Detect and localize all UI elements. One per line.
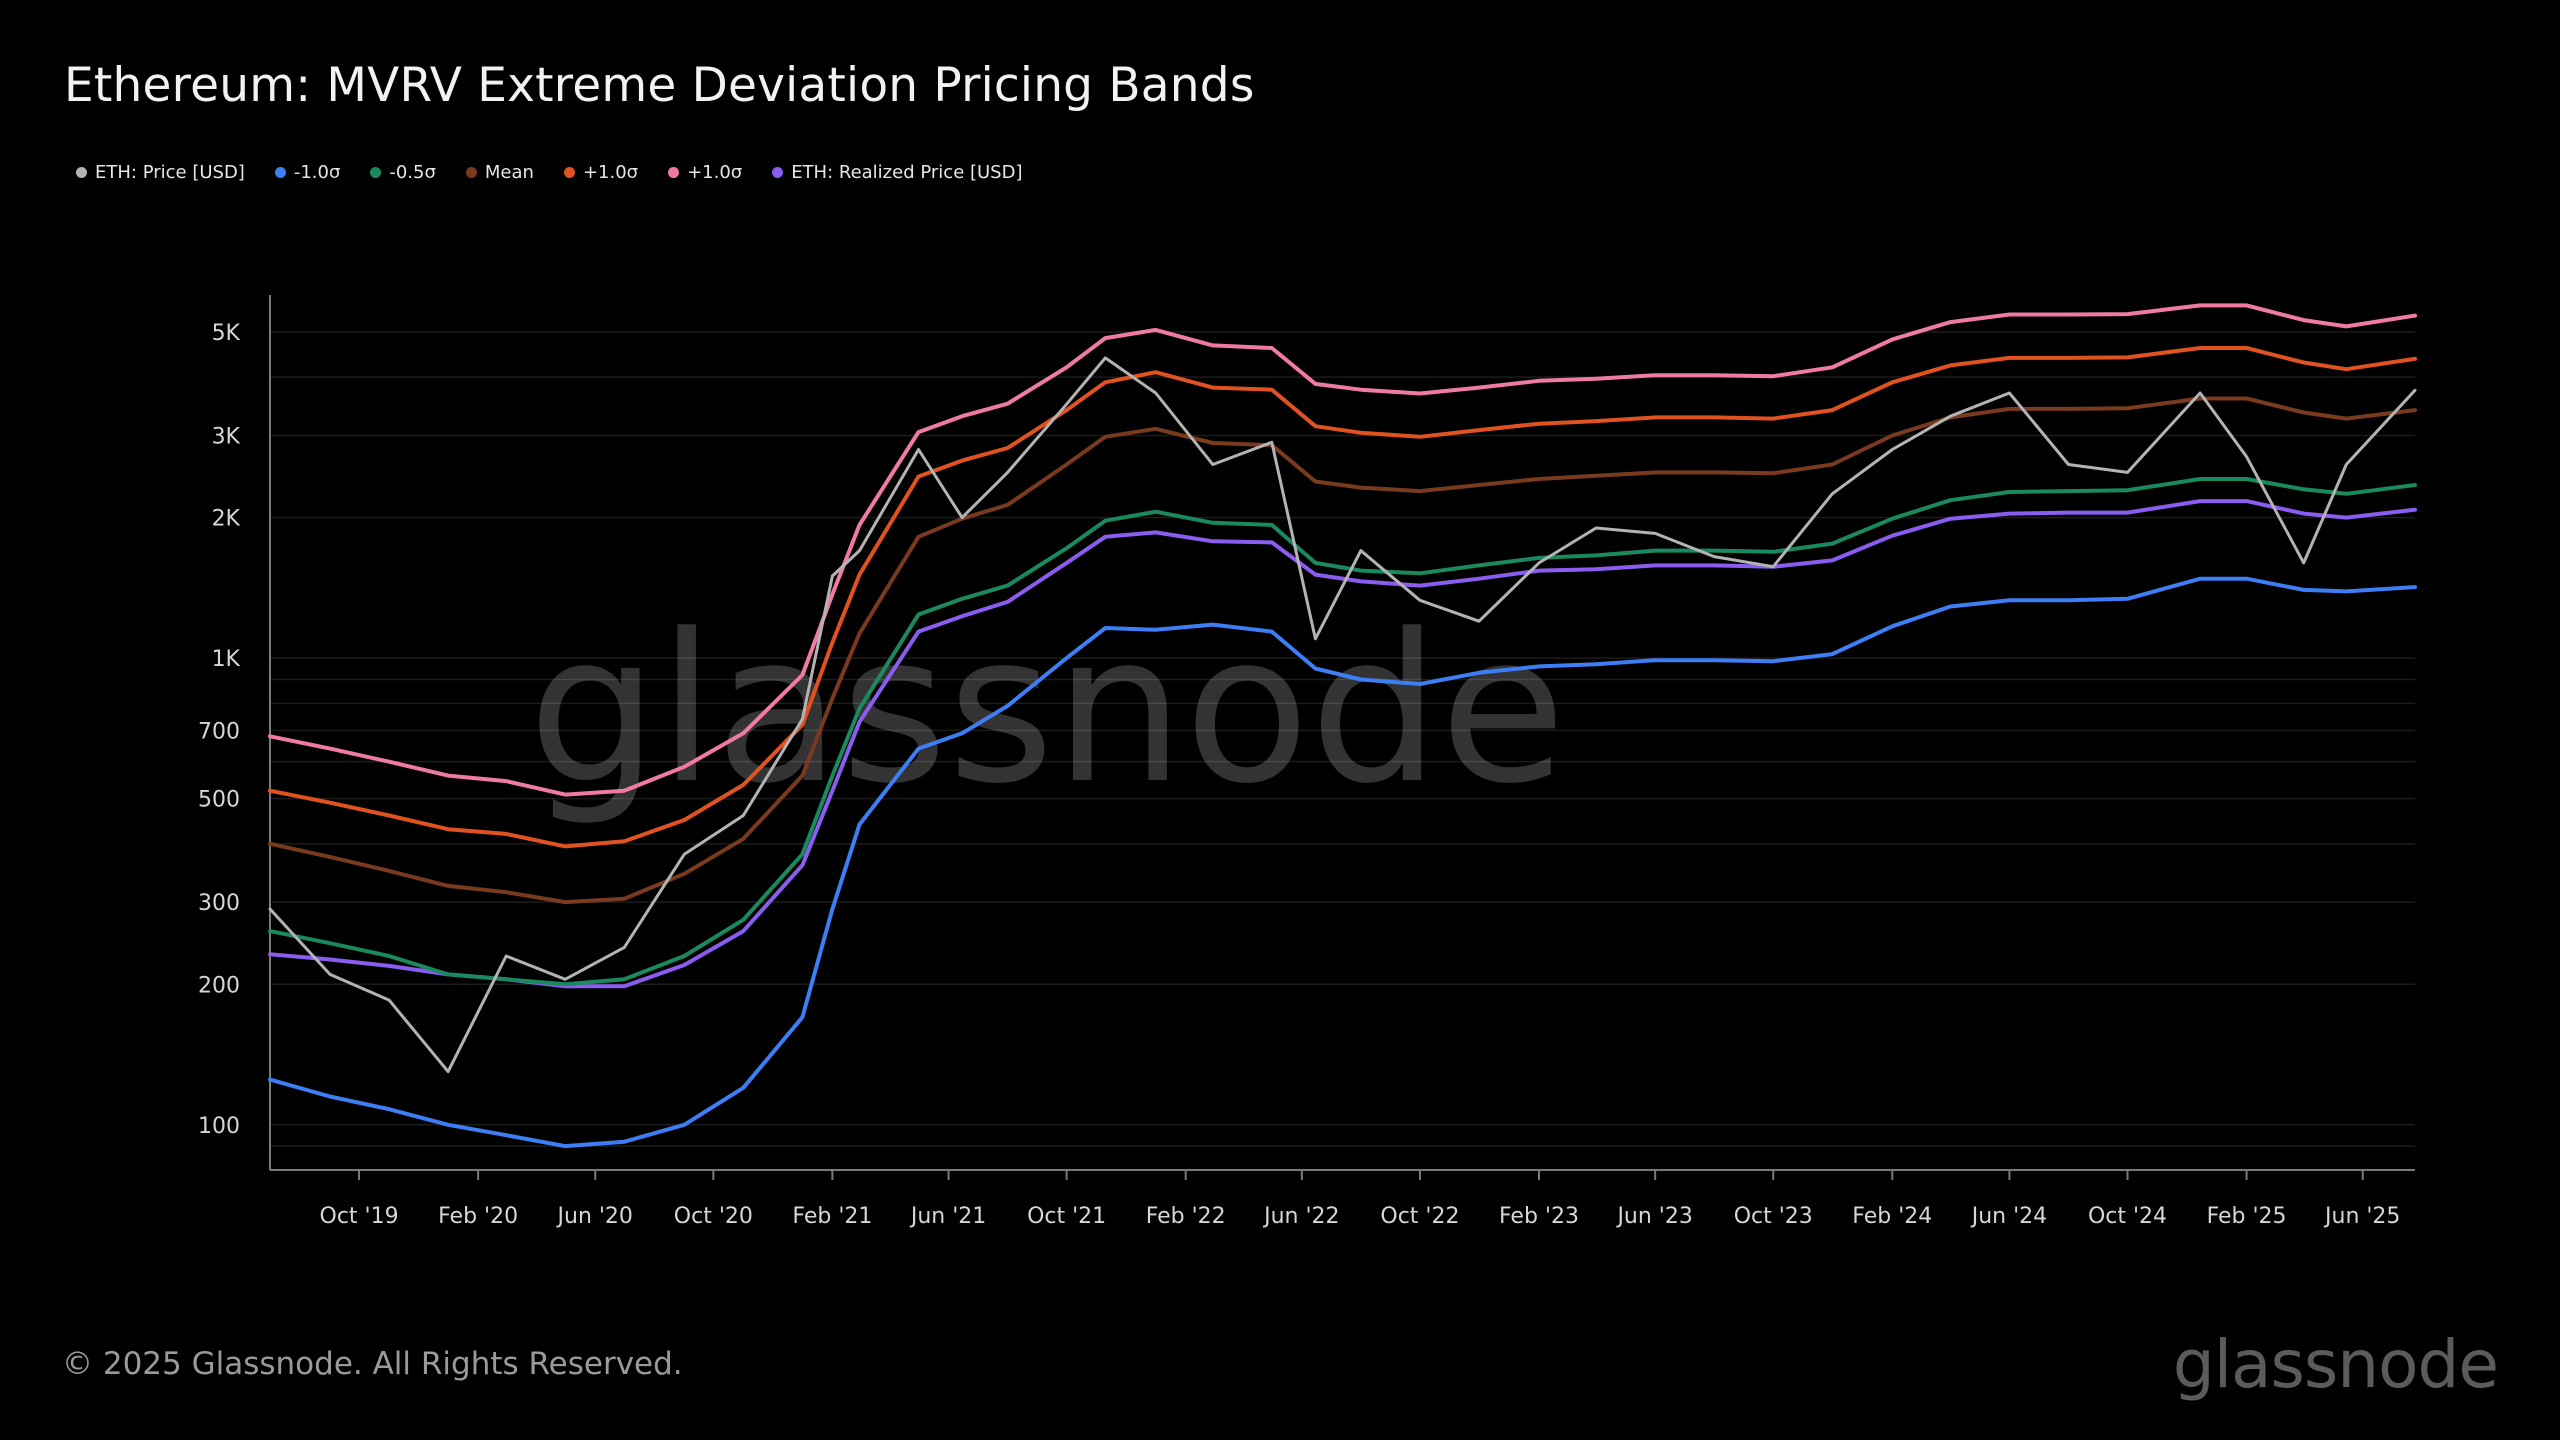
legend-dot-icon bbox=[465, 167, 477, 178]
x-tick-label: Feb '22 bbox=[1146, 1204, 1226, 1229]
legend-item[interactable]: -1.0σ bbox=[274, 162, 341, 183]
x-tick-label: Jun '20 bbox=[556, 1204, 633, 1229]
x-tick-label: Oct '22 bbox=[1380, 1204, 1459, 1229]
legend-item[interactable]: +1.0σ bbox=[563, 162, 639, 183]
y-axis-ticks: 100 200 300 500 700 1K 2K 3K 5K bbox=[198, 321, 241, 1139]
x-tick-label: Jun '21 bbox=[909, 1204, 986, 1229]
series-line-4 bbox=[268, 346, 2417, 849]
x-tick-label: Jun '23 bbox=[1615, 1204, 1692, 1229]
x-axis-ticks: Oct '19 Feb '20 Jun '20 Oct '20 Feb '21 Jun '… bbox=[320, 1170, 2400, 1229]
y-tick-label: 500 bbox=[198, 788, 240, 813]
chart-legend: ETH: Price [USD] -1.0σ -0.5σ Mean +1.0σ +1.0σ… bbox=[76, 162, 1053, 183]
x-tick-label: Feb '25 bbox=[2207, 1204, 2287, 1229]
series-line-0 bbox=[268, 356, 2417, 1074]
x-tick-label: Jun '22 bbox=[1262, 1204, 1339, 1229]
legend-item[interactable]: Mean bbox=[465, 162, 534, 183]
legend-label: -0.5σ bbox=[389, 162, 436, 183]
y-tick-label: 5K bbox=[212, 321, 241, 346]
legend-item[interactable]: ETH: Realized Price [USD] bbox=[772, 162, 1023, 183]
legend-label: ETH: Price [USD] bbox=[95, 162, 245, 183]
legend-item[interactable]: +1.0σ bbox=[668, 162, 742, 183]
legend-label: +1.0σ bbox=[687, 162, 743, 183]
x-tick-label: Feb '20 bbox=[438, 1204, 518, 1229]
x-tick-label: Feb '21 bbox=[792, 1204, 872, 1229]
x-tick-label: Oct '21 bbox=[1027, 1204, 1106, 1229]
series-line-5 bbox=[268, 303, 2417, 797]
series-line-1 bbox=[268, 576, 2417, 1149]
axes bbox=[269, 295, 2415, 1171]
chart-title: Ethereum: MVRV Extreme Deviation Pricing… bbox=[64, 58, 1255, 113]
y-tick-label: 700 bbox=[198, 719, 240, 744]
y-tick-label: 100 bbox=[198, 1114, 240, 1139]
watermark: glassnode bbox=[528, 591, 1566, 829]
legend-label: +1.0σ bbox=[582, 162, 639, 183]
legend-label: Mean bbox=[484, 162, 534, 183]
legend-dot-icon bbox=[370, 167, 382, 178]
series-line-6 bbox=[268, 499, 2417, 989]
series-line-3 bbox=[268, 396, 2417, 905]
legend-dot-icon bbox=[772, 167, 784, 178]
legend-dot-icon bbox=[563, 167, 575, 178]
y-tick-label: 1K bbox=[212, 647, 241, 672]
legend-dot-icon bbox=[668, 167, 680, 178]
x-tick-label: Oct '23 bbox=[1734, 1204, 1813, 1229]
y-tick-label: 3K bbox=[212, 424, 241, 449]
legend-label: ETH: Realized Price [USD] bbox=[791, 162, 1023, 183]
series-lines bbox=[268, 303, 2417, 1149]
y-tick-label: 2K bbox=[212, 507, 241, 532]
copyright-footer: © 2025 Glassnode. All Rights Reserved. bbox=[62, 1346, 683, 1382]
glassnode-logo: glassnode bbox=[2172, 1326, 2499, 1403]
grid-lines bbox=[270, 331, 2415, 1147]
legend-label: -1.0σ bbox=[293, 162, 341, 183]
legend-item[interactable]: ETH: Price [USD] bbox=[76, 162, 245, 183]
x-tick-label: Oct '20 bbox=[674, 1204, 753, 1229]
x-tick-label: Jun '24 bbox=[1970, 1204, 2047, 1229]
x-tick-label: Feb '24 bbox=[1852, 1204, 1932, 1229]
x-tick-label: Oct '24 bbox=[2088, 1204, 2167, 1229]
x-tick-label: Jun '25 bbox=[2323, 1204, 2400, 1229]
x-tick-label: Feb '23 bbox=[1499, 1204, 1579, 1229]
legend-item[interactable]: -0.5σ bbox=[370, 162, 436, 183]
y-tick-label: 300 bbox=[198, 891, 240, 916]
y-tick-label: 200 bbox=[198, 973, 240, 998]
legend-dot-icon bbox=[274, 167, 286, 178]
x-tick-label: Oct '19 bbox=[320, 1204, 399, 1229]
legend-dot-icon bbox=[76, 167, 87, 178]
